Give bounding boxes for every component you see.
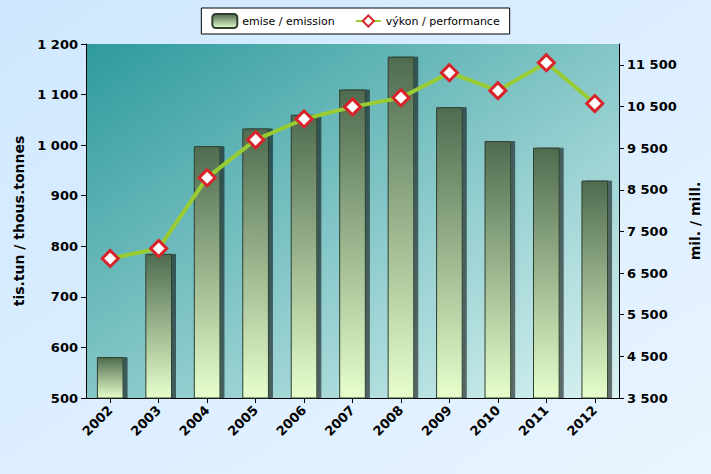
svg-text:800: 800 bbox=[51, 239, 78, 254]
svg-text:4 500: 4 500 bbox=[627, 349, 668, 364]
svg-text:2002: 2002 bbox=[79, 403, 115, 439]
svg-text:600: 600 bbox=[51, 340, 78, 355]
svg-text:3 500: 3 500 bbox=[627, 391, 668, 406]
svg-text:2012: 2012 bbox=[564, 403, 600, 439]
svg-text:5 500: 5 500 bbox=[627, 307, 668, 322]
svg-text:8 500: 8 500 bbox=[627, 182, 668, 197]
svg-text:2003: 2003 bbox=[128, 403, 164, 439]
svg-text:2010: 2010 bbox=[467, 403, 503, 439]
svg-text:2004: 2004 bbox=[176, 403, 212, 439]
svg-text:6 500: 6 500 bbox=[627, 266, 668, 281]
svg-text:1 200: 1 200 bbox=[37, 37, 78, 52]
svg-text:9 500: 9 500 bbox=[627, 141, 668, 156]
svg-text:mil. / mill.: mil. / mill. bbox=[687, 182, 703, 261]
svg-text:tis.tun / thous.tonnes: tis.tun / thous.tonnes bbox=[11, 136, 27, 307]
svg-text:11 500: 11 500 bbox=[627, 57, 677, 72]
svg-text:10 500: 10 500 bbox=[627, 99, 677, 114]
svg-text:500: 500 bbox=[51, 391, 78, 406]
svg-text:emise / emission: emise / emission bbox=[242, 15, 335, 28]
svg-text:2008: 2008 bbox=[370, 403, 406, 439]
svg-text:výkon / performance: výkon / performance bbox=[386, 15, 500, 28]
svg-text:7 500: 7 500 bbox=[627, 224, 668, 239]
svg-text:1 000: 1 000 bbox=[37, 138, 78, 153]
svg-text:700: 700 bbox=[51, 289, 78, 304]
svg-text:900: 900 bbox=[51, 188, 78, 203]
svg-text:2005: 2005 bbox=[225, 403, 261, 439]
svg-text:2009: 2009 bbox=[419, 403, 455, 439]
svg-text:2007: 2007 bbox=[322, 403, 358, 439]
svg-text:2011: 2011 bbox=[515, 403, 551, 439]
svg-text:2006: 2006 bbox=[273, 403, 309, 439]
svg-text:1 100: 1 100 bbox=[37, 87, 78, 102]
